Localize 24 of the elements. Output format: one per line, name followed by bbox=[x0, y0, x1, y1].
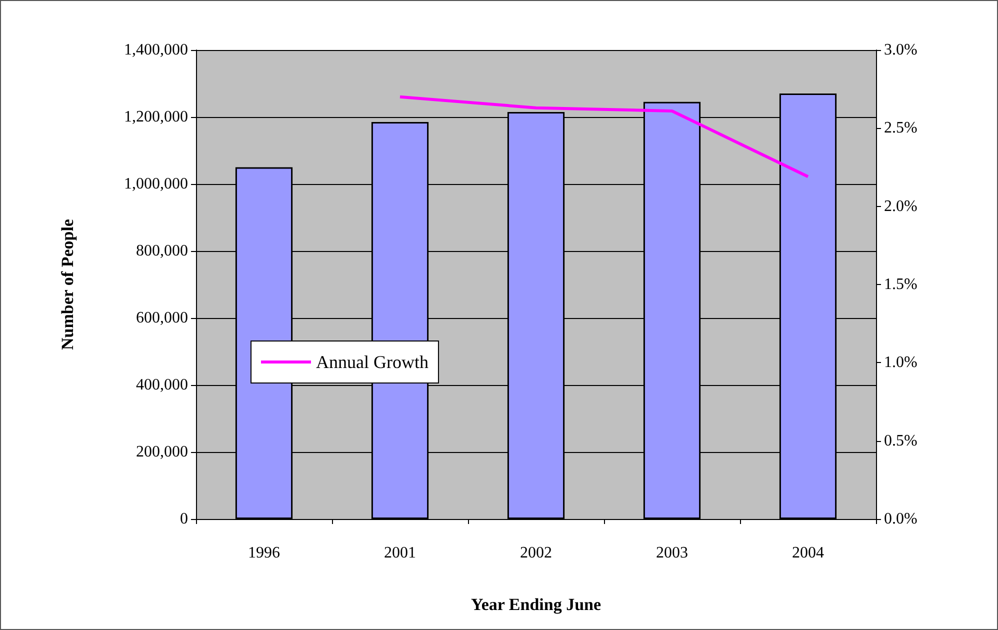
y-tick-label: 800,000 bbox=[136, 242, 188, 260]
x-axis-title: Year Ending June bbox=[470, 595, 602, 614]
x-tick-label: 2003 bbox=[656, 544, 688, 562]
y-tick-label: 200,000 bbox=[136, 444, 188, 460]
x-tick-label: 2004 bbox=[792, 544, 824, 562]
x-tick-label: 2002 bbox=[520, 544, 552, 562]
y2-tick-label: 1.0% bbox=[884, 354, 918, 372]
y2-tick-label: 0.5% bbox=[884, 432, 918, 450]
y-tick-label: 600,000 bbox=[136, 310, 188, 326]
y-tick-label: 1,400,000 bbox=[124, 42, 188, 58]
y-axis-title: Number of People bbox=[58, 218, 77, 350]
y2-tick-label: 1.5% bbox=[884, 276, 918, 293]
y2-tick-label: 2.5% bbox=[884, 120, 918, 137]
y2-tick-label: 3.0% bbox=[884, 42, 918, 58]
x-tick-label: 2001 bbox=[384, 544, 416, 562]
legend-label: Annual Growth bbox=[316, 352, 428, 372]
y-tick-label: 1,200,000 bbox=[124, 108, 188, 126]
y-tick-label: 0 bbox=[180, 510, 188, 528]
line-series bbox=[398, 95, 810, 178]
y-tick-label: 400,000 bbox=[136, 376, 188, 394]
y2-tick-label: 2.0% bbox=[884, 198, 918, 215]
x-tick-label: 1996 bbox=[248, 544, 280, 562]
y2-tick-label: 0.0% bbox=[884, 510, 918, 528]
y-tick-label: 1,000,000 bbox=[124, 176, 188, 192]
